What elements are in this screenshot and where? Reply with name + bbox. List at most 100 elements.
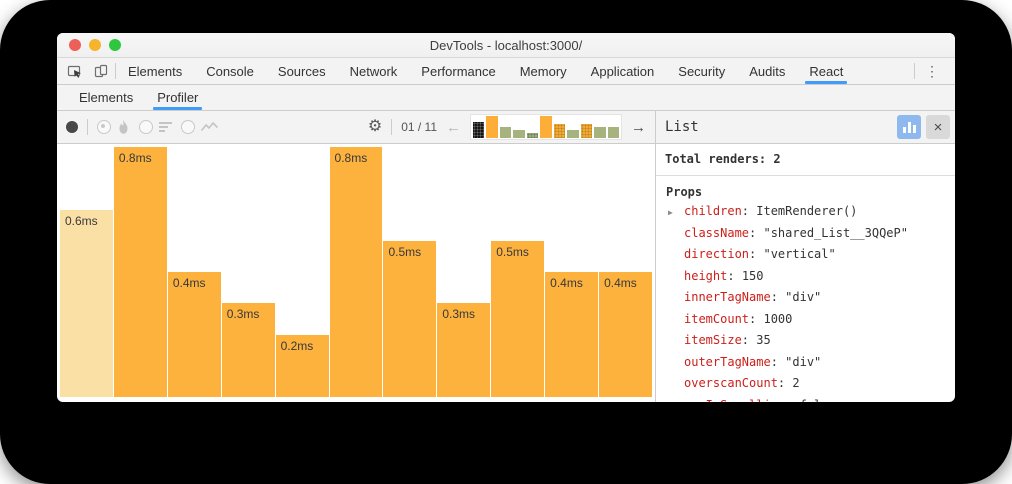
commit-bar[interactable]: 0.5ms: [491, 240, 545, 397]
minimap-bar[interactable]: [607, 127, 619, 138]
bar-duration-label: 0.3ms: [226, 307, 260, 322]
flamegraph-area: 0.6ms 0.8ms 0.4ms 0.3ms 0.2ms 0.8ms 0.5ms 0.3ms…: [57, 144, 655, 402]
prop-value: 150: [741, 268, 764, 283]
prop-key: children: [684, 204, 742, 218]
subtab-elements[interactable]: Elements: [79, 90, 134, 105]
tab-application[interactable]: Application: [590, 63, 655, 79]
ranked-radio[interactable]: [139, 120, 153, 134]
subtab-profiler[interactable]: Profiler: [145, 85, 210, 110]
flame-chart: 0.6ms 0.8ms 0.4ms 0.3ms 0.2ms 0.8ms 0.5ms 0.3ms…: [60, 147, 652, 397]
minimap-bar[interactable]: [473, 121, 485, 138]
expand-arrow-icon[interactable]: ▶: [668, 208, 673, 217]
profiler-toolbar: ⚙ 01 / 11 ← →: [57, 111, 655, 144]
props-list: ▶ children: ItemRenderer() ▶className: "sh…: [666, 201, 946, 402]
tab-memory[interactable]: Memory: [519, 63, 567, 79]
tab-performance[interactable]: Performance: [421, 63, 496, 79]
prop-key: direction: [684, 247, 750, 261]
close-window-button[interactable]: [69, 39, 81, 51]
total-renders: Total renders: 2: [656, 144, 955, 176]
minimap-bar[interactable]: [580, 124, 593, 138]
commit-bar[interactable]: 0.3ms: [221, 303, 275, 397]
prop-value: "div": [785, 290, 822, 304]
device-toolbar-icon[interactable]: [93, 63, 109, 79]
record-button[interactable]: [66, 121, 78, 133]
tab-react[interactable]: React: [797, 58, 855, 84]
kebab-menu-icon[interactable]: ⋮: [925, 62, 939, 79]
minimap-bar[interactable]: [486, 116, 498, 138]
component-details-pane: List × Total renders: 2 Props ▶ children:…: [655, 111, 955, 402]
tab-console[interactable]: Console: [206, 63, 254, 79]
interactions-radio[interactable]: [181, 120, 195, 134]
tab-network[interactable]: Network: [349, 63, 398, 79]
commit-bar[interactable]: 0.4ms: [167, 272, 221, 397]
view-renders-chart-button[interactable]: [897, 115, 921, 139]
prop-key: overscanCount: [684, 376, 778, 390]
mode-flamegraph[interactable]: [97, 119, 130, 135]
prop-key: useIsScrolling: [684, 398, 785, 403]
profiler-pane: ⚙ 01 / 11 ← → 0.6ms 0.8ms 0.4ms 0.3ms 0.2ms 0…: [57, 111, 655, 402]
minimap-bar[interactable]: [499, 127, 512, 138]
tab-audits[interactable]: Audits: [749, 63, 786, 79]
prop-row: ▶className: "shared_List__3QQeP": [666, 223, 946, 245]
commit-counter: 01 / 11: [401, 120, 437, 134]
prop-row[interactable]: ▶ children: ItemRenderer(): [666, 201, 946, 223]
divider: [391, 119, 393, 135]
prop-separator: :: [770, 290, 786, 304]
commit-bar[interactable]: 0.3ms: [437, 303, 491, 397]
prop-key: itemSize: [684, 333, 742, 347]
bar-duration-label: 0.4ms: [604, 276, 637, 290]
prop-separator: :: [777, 376, 793, 390]
close-icon: ×: [933, 118, 943, 136]
close-details-button[interactable]: ×: [926, 115, 950, 139]
prop-row: ▶overscanCount: 2: [666, 373, 946, 395]
mode-interactions[interactable]: [181, 120, 219, 134]
bar-duration-label: 0.4ms: [550, 276, 583, 290]
react-subtabbar: Elements Profiler: [57, 85, 955, 111]
commit-bar[interactable]: 0.6ms: [60, 209, 113, 397]
minimap-bar[interactable]: [553, 124, 566, 138]
minimap-bar[interactable]: [513, 129, 525, 138]
prop-separator: :: [749, 311, 764, 326]
mode-ranked[interactable]: [139, 120, 172, 134]
prop-row: ▶height: 150: [666, 266, 946, 288]
prev-commit-arrow-icon[interactable]: ←: [446, 118, 461, 136]
zoom-window-button[interactable]: [109, 39, 121, 51]
prop-separator: :: [770, 354, 786, 369]
gear-icon[interactable]: ⚙: [367, 118, 383, 135]
prop-key: itemCount: [684, 311, 750, 326]
commit-bar[interactable]: 0.2ms: [275, 334, 329, 397]
minimap-bar[interactable]: [594, 127, 606, 138]
prop-separator: :: [727, 268, 742, 283]
prop-value: 1000: [763, 311, 793, 326]
inspect-element-icon[interactable]: [67, 63, 83, 79]
prop-separator: :: [741, 333, 757, 347]
divider: [87, 119, 88, 135]
prop-value: ItemRenderer(): [756, 204, 858, 218]
minimap-bar[interactable]: [567, 129, 579, 138]
prop-value: "shared_List__3QQeP": [763, 225, 908, 240]
total-renders-count: 2: [773, 152, 781, 166]
prop-separator: :: [749, 247, 764, 261]
flame-icon: [117, 119, 130, 135]
prop-value: 35: [756, 333, 771, 347]
next-commit-arrow-icon[interactable]: →: [631, 118, 646, 136]
commit-minimap[interactable]: [470, 114, 622, 140]
commit-bar[interactable]: 0.8ms: [113, 147, 167, 397]
flamegraph-radio[interactable]: [97, 120, 111, 134]
tab-security[interactable]: Security: [678, 63, 726, 79]
minimize-window-button[interactable]: [89, 39, 101, 51]
commit-bar[interactable]: 0.8ms: [329, 147, 383, 397]
minimap-bar[interactable]: [540, 116, 552, 138]
tab-elements[interactable]: Elements: [128, 63, 183, 79]
commit-bar[interactable]: 0.4ms: [599, 272, 652, 397]
details-body: Total renders: 2 Props ▶ children: ItemRe…: [656, 144, 955, 402]
component-name: List: [665, 119, 699, 135]
prop-value: "vertical": [763, 247, 836, 261]
commit-bar[interactable]: 0.5ms: [383, 240, 437, 397]
commit-bar[interactable]: 0.4ms: [545, 272, 599, 397]
bar-chart-icon: [902, 121, 916, 133]
minimap-bar[interactable]: [526, 132, 539, 138]
bar-duration-label: 0.8ms: [334, 151, 368, 165]
tab-sources[interactable]: Sources: [277, 63, 326, 79]
prop-separator: :: [741, 204, 757, 218]
